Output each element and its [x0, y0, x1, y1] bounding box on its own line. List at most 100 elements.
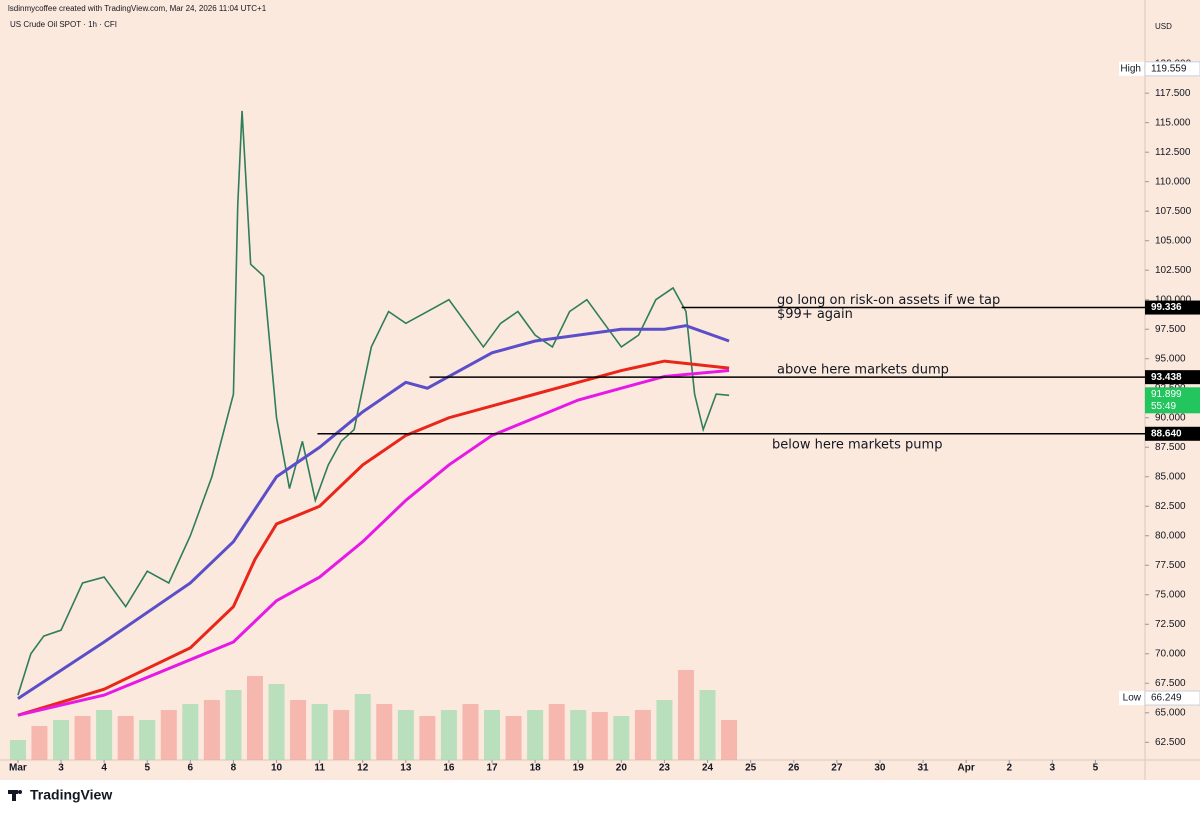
- level-price-box: [1145, 300, 1200, 315]
- volume-bar: [634, 710, 651, 760]
- x-tick-label: 23: [659, 763, 671, 774]
- volume-bar: [117, 716, 134, 760]
- y-tick-label: 72.500: [1155, 619, 1186, 630]
- volume-bar: [484, 710, 501, 760]
- low-box: [1144, 690, 1200, 706]
- volume-bar: [505, 716, 522, 760]
- volume-bar: [462, 704, 479, 760]
- symbol: US Crude Oil SPOT · 1h · CFI: [10, 20, 117, 29]
- x-tick-label: 5: [144, 763, 150, 774]
- x-tick-label: 25: [745, 763, 757, 774]
- y-tick-label: 82.500: [1155, 501, 1186, 512]
- x-tick-label: 2: [1006, 763, 1012, 774]
- high-price: 119.559: [1151, 64, 1187, 75]
- volume-bar: [160, 710, 177, 760]
- y-tick-label: 107.500: [1155, 206, 1192, 217]
- y-tick-label: 62.500: [1155, 737, 1186, 748]
- volume-bar: [354, 694, 371, 760]
- low-name: Low: [1123, 693, 1142, 704]
- x-tick-label: Mar: [9, 763, 27, 774]
- volume-bar: [613, 716, 630, 760]
- logo: TradingView: [30, 787, 112, 803]
- y-tick-label: 95.000: [1155, 353, 1186, 364]
- annotation: $99+ again: [777, 307, 853, 322]
- x-tick-label: 18: [530, 763, 542, 774]
- low-price: 66.249: [1151, 693, 1182, 704]
- price-line: [17, 110, 730, 696]
- x-tick-label: Apr: [958, 763, 975, 774]
- y-tick-label: 85.000: [1155, 471, 1186, 482]
- volume-bar: [419, 716, 436, 760]
- last-price: 91.899: [1151, 389, 1182, 400]
- countdown: 55:49: [1151, 401, 1176, 412]
- x-tick-label: 16: [443, 763, 455, 774]
- last-price-box: [1145, 387, 1200, 414]
- volume-bar: [548, 704, 565, 760]
- volume-bar: [74, 716, 91, 760]
- high-box: [1144, 61, 1200, 77]
- volume-bar: [9, 740, 26, 760]
- high-name-box: [1119, 61, 1144, 76]
- annotation: go long on risk-on assets if we tap: [777, 293, 1000, 308]
- level-price: 88.640: [1151, 428, 1182, 439]
- y-tick-label: 97.500: [1155, 324, 1186, 335]
- volume-bar: [311, 704, 328, 760]
- x-tick-label: 4: [101, 763, 107, 774]
- x-tick-label: 12: [357, 763, 369, 774]
- level-price: 99.336: [1151, 302, 1182, 313]
- y-tick-label: 117.500: [1155, 88, 1191, 99]
- volume-bar: [527, 710, 544, 760]
- x-tick-label: 24: [702, 763, 714, 774]
- moving-average: [17, 324, 730, 700]
- currency: USD: [1155, 22, 1172, 31]
- x-tick-label: 31: [917, 763, 929, 774]
- y-tick-label: 80.000: [1155, 530, 1186, 541]
- moving-average: [17, 369, 730, 717]
- x-tick-label: 3: [58, 763, 64, 774]
- y-tick-label: 102.500: [1155, 265, 1192, 276]
- chart-background: [0, 0, 1200, 780]
- level-price: 93.438: [1151, 372, 1182, 383]
- volume-bar: [290, 700, 307, 760]
- y-tick-label: 115.000: [1155, 117, 1191, 128]
- level-price-box: [1145, 426, 1200, 441]
- volume-bar: [139, 720, 156, 760]
- volume-bar: [182, 704, 199, 760]
- x-tick-label: 10: [271, 763, 283, 774]
- volume-bar: [591, 712, 608, 760]
- y-tick-label: 77.500: [1155, 560, 1186, 571]
- x-tick-label: 17: [486, 763, 498, 774]
- volume-bar: [656, 700, 673, 760]
- volume-bar: [53, 720, 70, 760]
- volume-bar: [246, 676, 263, 760]
- x-tick-label: 19: [573, 763, 585, 774]
- volume-bar: [333, 710, 350, 760]
- volume-bar: [570, 710, 587, 760]
- y-tick-label: 105.000: [1155, 235, 1192, 246]
- x-tick-label: 27: [831, 763, 843, 774]
- x-tick-label: 11: [314, 763, 325, 774]
- credit: lsdinmycoffee created with TradingView.c…: [8, 4, 267, 13]
- x-tick-label: 13: [400, 763, 412, 774]
- volume-bar: [440, 710, 457, 760]
- y-tick-label: 112.500: [1155, 147, 1191, 158]
- volume-bar: [699, 690, 716, 760]
- level-price-box: [1145, 370, 1200, 385]
- y-tick-label: 90.000: [1155, 412, 1186, 423]
- volume-bar: [96, 710, 113, 760]
- x-tick-label: 20: [616, 763, 628, 774]
- y-tick-label: 67.500: [1155, 678, 1186, 689]
- y-tick-label: 65.000: [1155, 707, 1186, 718]
- volume-bar: [376, 704, 393, 760]
- annotation: above here markets dump: [777, 363, 949, 378]
- y-tick-label: 110.000: [1155, 176, 1191, 187]
- volume-bar: [721, 720, 738, 760]
- volume-bar: [31, 726, 48, 760]
- x-tick-label: 8: [231, 763, 237, 774]
- volume-bar: [397, 710, 414, 760]
- x-tick-label: 30: [874, 763, 886, 774]
- volume-bar: [677, 670, 694, 760]
- y-tick-label: 87.500: [1155, 442, 1186, 453]
- x-tick-label: 26: [788, 763, 800, 774]
